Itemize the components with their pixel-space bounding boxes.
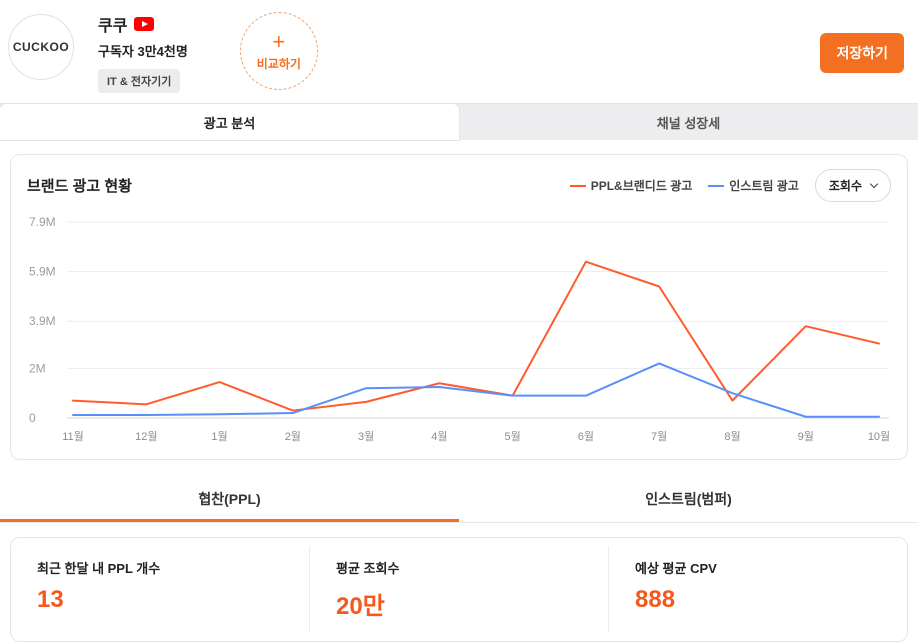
brand-ads-card: 브랜드 광고 현황 PPL&브랜디드 광고 인스트림 광고 조회수 0 2M 3.9…	[10, 154, 908, 460]
legend-label-ppl: PPL&브랜디드 광고	[590, 179, 693, 193]
metric-select[interactable]: 조회수	[814, 169, 891, 202]
tab-instream-bumper[interactable]: 인스트림(범퍼)	[645, 491, 732, 507]
brand-ads-line-chart: 0 2M 3.9M 5.9M 7.9M 11월 12월 1월 2월 3월 4월 5월 6월 7월 8월 9월 1…	[29, 215, 890, 443]
channel-logo-text: CUCKOO	[12, 40, 70, 54]
main-tabbar: 광고 분석 채널 성장세	[0, 103, 918, 140]
svg-text:9월: 9월	[798, 430, 814, 443]
svg-text:5.9M: 5.9M	[29, 265, 56, 279]
legend-line-blue-icon	[708, 184, 725, 187]
svg-text:3.9M: 3.9M	[29, 314, 56, 328]
tab-channel-growth[interactable]: 채널 성장세	[656, 115, 721, 131]
compare-button-label: 비교하기	[256, 56, 301, 71]
channel-logo: CUCKOO	[8, 14, 74, 80]
ppl-stats-card: 최근 한달 내 PPL 개수 13 평균 조회수 20만 예상 평균 CPV 8…	[10, 537, 908, 642]
svg-text:10월: 10월	[868, 430, 890, 443]
tab-ppl[interactable]: 협찬(PPL)	[0, 476, 459, 522]
compare-button[interactable]: + 비교하기	[239, 12, 318, 90]
svg-text:8월: 8월	[724, 430, 740, 443]
chart-legend: PPL&브랜디드 광고 인스트림 광고	[569, 177, 799, 194]
channel-info: 쿠쿠 구독자 3만4천명 IT & 전자기기	[98, 12, 188, 93]
svg-text:7.9M: 7.9M	[29, 215, 56, 229]
legend-line-orange-icon	[569, 184, 586, 187]
stat-label: 최근 한달 내 PPL 개수	[37, 561, 161, 576]
stat-avg-cpv: 예상 평균 CPV 888	[608, 546, 907, 633]
ad-type-tabbar: 협찬(PPL) 인스트림(범퍼)	[0, 476, 918, 523]
chart-title: 브랜드 광고 현황	[27, 178, 132, 195]
svg-text:3월: 3월	[358, 430, 374, 443]
svg-text:12월: 12월	[135, 430, 157, 443]
svg-text:6월: 6월	[578, 430, 594, 443]
svg-text:5월: 5월	[505, 430, 521, 443]
svg-text:2M: 2M	[29, 361, 46, 375]
legend-item-instream: 인스트림 광고	[708, 177, 799, 194]
svg-text:4월: 4월	[431, 430, 447, 443]
channel-name: 쿠쿠	[98, 18, 128, 35]
svg-text:1월: 1월	[211, 430, 227, 443]
svg-text:11월: 11월	[62, 430, 84, 443]
stat-value: 13	[37, 586, 64, 613]
legend-label-instream: 인스트림 광고	[729, 179, 799, 193]
chevron-down-icon	[869, 179, 879, 189]
metric-select-value: 조회수	[828, 179, 862, 193]
youtube-icon	[134, 17, 155, 31]
channel-header: CUCKOO 쿠쿠 구독자 3만4천명 IT & 전자기기 + 비교하기 저장하…	[0, 0, 918, 103]
stat-value: 888	[635, 586, 676, 613]
plus-icon: +	[272, 28, 286, 54]
svg-text:7월: 7월	[651, 430, 667, 443]
stat-ppl-count: 최근 한달 내 PPL 개수 13	[11, 546, 309, 633]
svg-text:0: 0	[29, 411, 36, 425]
tab-ad-analysis[interactable]: 광고 분석	[0, 104, 459, 140]
stat-label: 평균 조회수	[336, 561, 400, 576]
save-button[interactable]: 저장하기	[820, 32, 904, 73]
stat-avg-views: 평균 조회수 20만	[309, 546, 608, 633]
stat-label: 예상 평균 CPV	[635, 561, 717, 576]
svg-text:2월: 2월	[285, 430, 301, 443]
category-badge: IT & 전자기기	[98, 69, 181, 93]
legend-item-ppl: PPL&브랜디드 광고	[569, 177, 693, 194]
subscriber-count: 구독자 3만4천명	[98, 44, 188, 59]
stat-value: 20만	[336, 593, 385, 620]
